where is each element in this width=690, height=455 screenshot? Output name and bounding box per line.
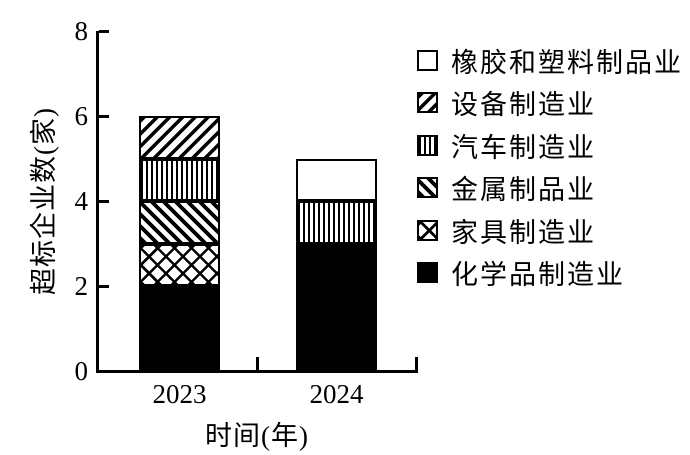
bar-2023 <box>139 116 220 371</box>
legend-item: 橡胶和塑料制品业 <box>417 44 683 78</box>
legend-item: 化学品制造业 <box>417 257 683 290</box>
bar-segment-diagonal-crosshatch <box>139 243 220 286</box>
y-tick-label: 8 <box>74 16 89 46</box>
x-axis-end-tick <box>415 357 418 371</box>
bar-segment-vertical-lines <box>139 158 220 201</box>
legend-item: 金属制品业 <box>417 172 683 205</box>
legend-label: 汽车制造业 <box>451 132 596 163</box>
legend-swatch-slash-hatch-icon <box>417 92 438 113</box>
y-axis-line <box>96 31 99 373</box>
legend-swatch-backslash-hatch-icon <box>417 177 438 198</box>
y-tick <box>99 29 109 33</box>
y-tick <box>99 284 109 288</box>
legend-item: 汽车制造业 <box>417 129 683 163</box>
bar-segment-white <box>296 158 377 201</box>
legend-label: 设备制造业 <box>451 90 596 120</box>
x-axis-line <box>96 370 418 373</box>
legend-label: 金属制品业 <box>451 175 596 205</box>
bar-segment-backslash-hatch <box>139 201 220 244</box>
legend-item: 家具制造业 <box>417 214 683 248</box>
legend-swatch-solid-black-icon <box>417 262 438 283</box>
bar-segment-slash-hatch <box>139 116 220 159</box>
legend-label: 化学品制造业 <box>451 260 625 290</box>
legend-swatch-vertical-lines-icon <box>417 134 438 156</box>
plot-area <box>97 31 417 371</box>
legend: 橡胶和塑料制品业 设备制造业汽车制造业金属制品业家具制造业化学品制造业 <box>417 44 683 299</box>
legend-swatch-white-icon <box>417 49 438 71</box>
legend-swatch-diagonal-crosshatch-icon <box>417 219 438 241</box>
y-tick-label: 2 <box>74 271 89 301</box>
y-tick <box>99 199 109 203</box>
legend-label: 家具制造业 <box>451 217 596 248</box>
x-axis-boundary-tick <box>256 357 259 371</box>
y-tick-label: 0 <box>74 356 89 386</box>
legend-item: 设备制造业 <box>417 87 683 120</box>
legend-label: 橡胶和塑料制品业 <box>451 47 683 78</box>
bar-segment-solid-black <box>296 243 377 371</box>
x-category-label: 2024 <box>309 379 364 409</box>
y-tick-label: 4 <box>74 186 89 216</box>
y-tick-label: 6 <box>74 101 89 131</box>
x-axis-title: 时间(年) <box>205 421 309 451</box>
bar-2024 <box>296 158 377 371</box>
x-category-label: 2023 <box>152 379 207 409</box>
bar-segment-vertical-lines <box>296 201 377 244</box>
bar-segment-solid-black <box>139 286 220 371</box>
y-tick <box>99 114 109 118</box>
